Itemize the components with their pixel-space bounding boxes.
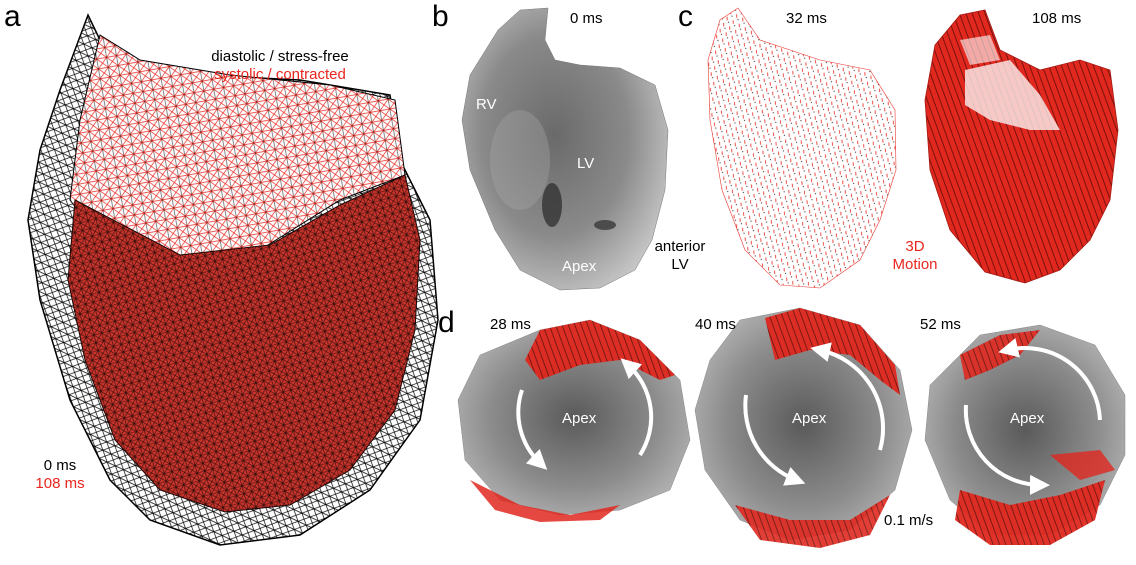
panel-b-heart — [461, 7, 669, 291]
legend-systolic: systolic / contracted — [214, 66, 346, 83]
view-anterior: anterior — [654, 238, 706, 255]
panel-c-32ms — [707, 7, 897, 289]
label-rv: RV — [476, 96, 497, 113]
panel-c-108ms — [924, 9, 1119, 284]
panel-d-time-52: 52 ms — [920, 316, 961, 333]
panel-d-label: d — [438, 306, 455, 339]
panel-c-label: c — [678, 0, 693, 33]
legend-diastolic: diastolic / stress-free — [211, 48, 349, 65]
panel-d-view-40ms — [694, 307, 913, 548]
panel-b-label: b — [432, 0, 449, 33]
panel-a-mesh — [27, 13, 439, 546]
panel-d-time-40: 40 ms — [695, 316, 736, 333]
label-apex: Apex — [562, 258, 597, 275]
apex-label-28: Apex — [562, 410, 597, 427]
panel-d-view-28ms — [457, 319, 691, 522]
panel-c-time-32: 32 ms — [786, 10, 827, 27]
systolic-mesh-lower — [67, 174, 421, 513]
view-lv: LV — [671, 256, 689, 273]
velocity-scale: 0.1 m/s — [884, 512, 934, 529]
panel-a-label: a — [4, 0, 21, 33]
panel-c-time-108: 108 ms — [1032, 10, 1082, 27]
apex-label-40: Apex — [792, 410, 827, 427]
time-systolic: 108 ms — [35, 475, 85, 492]
motion-3d: 3D — [905, 238, 925, 255]
systolic-mesh-upper — [69, 34, 406, 261]
apex-label-52: Apex — [1010, 410, 1045, 427]
label-lv: LV — [577, 155, 595, 172]
time-diastolic: 0 ms — [43, 457, 77, 474]
panel-d-view-52ms — [924, 324, 1126, 545]
motion-word: Motion — [892, 256, 938, 273]
panel-d-time-28: 28 ms — [490, 316, 531, 333]
panel-b-time: 0 ms — [570, 10, 603, 27]
